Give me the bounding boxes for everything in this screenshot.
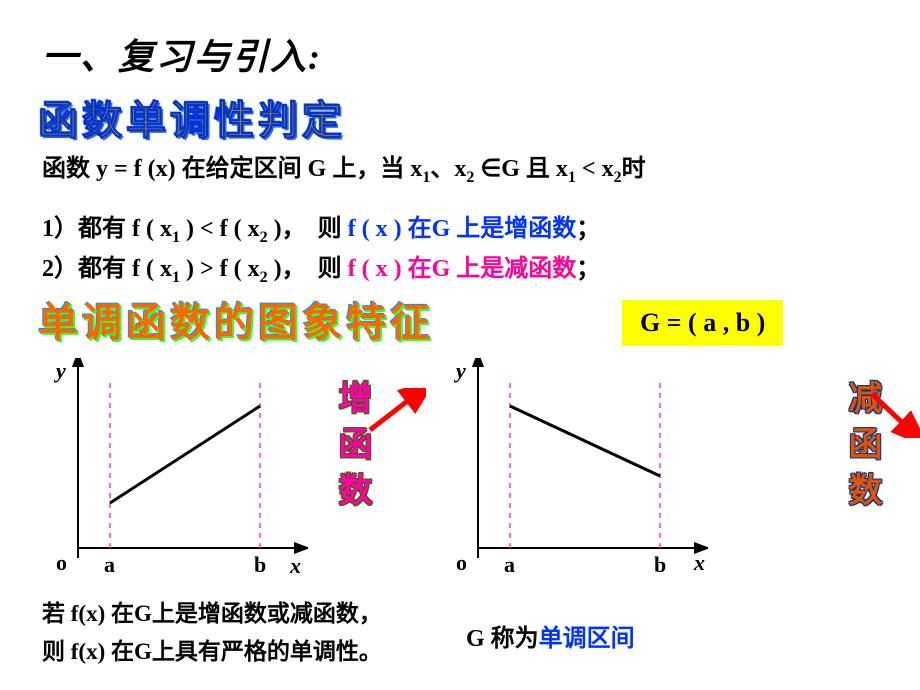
def-text: ∈G 且 x	[474, 156, 568, 182]
rule-text: 1）都有 f ( x	[42, 216, 172, 242]
footer-line-2: 则 f(x) 在G上具有严格的单调性。	[42, 632, 382, 666]
sub: 1	[568, 169, 576, 186]
footer-line-1: 若 f(x) 在G上是增函数或减函数，	[42, 594, 382, 628]
def-text: < x	[576, 156, 614, 182]
origin-label: o	[456, 550, 467, 575]
b-label: b	[654, 552, 666, 577]
sub: 2	[260, 229, 268, 246]
def-text: 时	[622, 156, 646, 182]
rule-increasing: 1）都有 f ( x1 ) < f ( x2 )， 则 f ( x ) 在G 上…	[42, 208, 600, 247]
rule-text: ) < f ( x	[180, 216, 260, 242]
rule-text: ) > f ( x	[180, 256, 260, 282]
chart-decreasing: y x o a b	[448, 358, 708, 578]
section-title: 一、复习与引入:	[42, 28, 322, 80]
def-text: 、x	[430, 156, 466, 182]
rule-conclusion-inc: f ( x ) 在G 上是增函数	[348, 216, 577, 242]
x-axis-label: x	[693, 550, 705, 575]
rule-text: ；	[576, 216, 600, 242]
rule-decreasing: 2）都有 f ( x1 ) > f ( x2 )， 则 f ( x ) 在G 上…	[42, 248, 600, 287]
sub: 2	[614, 169, 622, 186]
decreasing-arrow-icon	[870, 388, 920, 438]
y-axis-label: y	[453, 358, 466, 383]
sub: 1	[172, 229, 180, 246]
increasing-arrow-icon	[366, 388, 426, 438]
heading-graph-features: 单调函数的图象特征	[38, 290, 434, 348]
heading-monotonicity: 函数单调性判定	[38, 88, 346, 146]
chart-increasing: y x o a b	[48, 358, 308, 578]
sub: 2	[260, 269, 268, 286]
a-label: a	[104, 552, 115, 577]
footer-text: G 称为	[466, 626, 539, 652]
def-text: 函数 y = f (x) 在给定区间 G 上，当 x	[42, 156, 422, 182]
b-label: b	[254, 552, 266, 577]
y-axis-label: y	[53, 358, 66, 383]
a-label: a	[504, 552, 515, 577]
monotone-interval-term: 单调区间	[539, 626, 635, 652]
rule-conclusion-dec: f ( x ) 在G 上是减函数	[348, 256, 577, 282]
rule-text: ；	[576, 256, 600, 282]
footer-line-3: G 称为单调区间	[466, 618, 635, 653]
rule-text: )， 则	[268, 216, 348, 242]
definition-line: 函数 y = f (x) 在给定区间 G 上，当 x1、x2 ∈G 且 x1 <…	[42, 148, 646, 187]
rule-text: 2）都有 f ( x	[42, 256, 172, 282]
sub: 1	[172, 269, 180, 286]
x-axis-label: x	[289, 553, 301, 578]
interval-box: G = ( a , b )	[622, 300, 783, 346]
origin-label: o	[56, 550, 67, 575]
rule-text: )， 则	[268, 256, 348, 282]
